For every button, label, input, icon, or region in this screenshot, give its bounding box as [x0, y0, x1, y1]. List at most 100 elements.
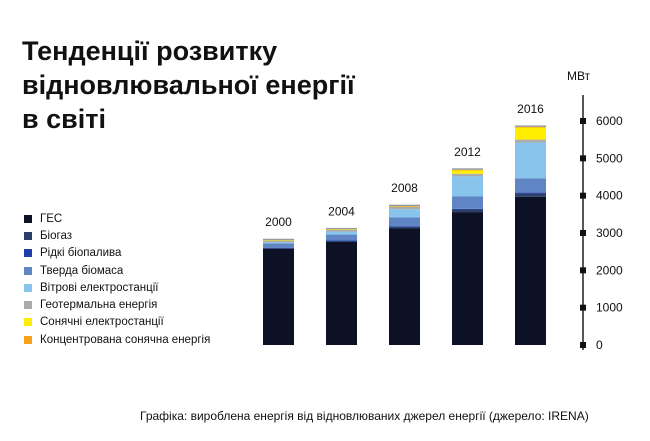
- y-axis-unit-label: МВт: [567, 69, 591, 83]
- y-tick-label: 4000: [596, 189, 623, 203]
- legend-label: Біогаз: [40, 229, 72, 242]
- legend-label: Вітрові електростанції: [40, 281, 159, 294]
- legend-swatch: [24, 214, 32, 223]
- bar-top-edge: [515, 125, 546, 127]
- legend-swatch: [24, 283, 32, 292]
- bar-segment: [452, 208, 483, 210]
- legend-label: Геотермальна енергія: [40, 299, 158, 312]
- legend-label: Концентрована сонячна енергія: [40, 333, 211, 346]
- category-label: 2016: [517, 102, 544, 116]
- bar-stack-2016: [515, 125, 546, 345]
- legend-item: Концентрована сонячна енергія: [24, 331, 210, 348]
- bar-stack-2008: [389, 204, 420, 345]
- y-axis: 0 1000 2000 3000 4000 5000 6000: [580, 95, 623, 352]
- legend-item: Сонячні електростанції: [24, 314, 210, 331]
- legend-swatch: [24, 335, 32, 344]
- y-tick-marker: [580, 118, 586, 124]
- bar-segment: [515, 178, 546, 193]
- legend-item: Тверда біомаса: [24, 262, 210, 279]
- category-label: 2008: [391, 181, 418, 195]
- bar-segment: [263, 240, 294, 243]
- bar-stack-2012: [452, 168, 483, 345]
- bar-segment: [389, 217, 420, 227]
- bar-segment: [263, 243, 294, 248]
- legend-label: ГЕС: [40, 212, 63, 225]
- bar-segment: [452, 196, 483, 209]
- bar-segment: [389, 226, 420, 227]
- bar-top-edge: [326, 227, 357, 230]
- bar-segment: [389, 226, 420, 229]
- bar-segment: [452, 173, 483, 177]
- y-tick-label: 1000: [596, 301, 623, 315]
- bar-top-edge: [263, 238, 294, 241]
- bar-segment: [326, 231, 357, 235]
- category-label: 2004: [328, 204, 355, 218]
- bar-segment: [326, 241, 357, 345]
- bar-segment: [452, 169, 483, 171]
- legend-label: Тверда біомаса: [40, 264, 124, 277]
- bar-stack-2000: [263, 238, 294, 345]
- source-caption: Графіка: вироблена енергія від відновлюв…: [140, 409, 589, 423]
- legend-item: Рідкі біопалива: [24, 245, 210, 262]
- legend-label: Сонячні електростанції: [40, 316, 164, 329]
- legend-label: Рідкі біопалива: [40, 247, 122, 260]
- y-tick-marker: [580, 230, 586, 236]
- bar-segment: [389, 228, 420, 345]
- bar-segment: [326, 240, 357, 242]
- bar-segment: [515, 192, 546, 194]
- bar-top-edge: [452, 168, 483, 170]
- y-tick-marker: [580, 342, 586, 348]
- bar-segment: [263, 248, 294, 345]
- bar-segment: [263, 242, 294, 244]
- legend-swatch: [24, 301, 32, 310]
- legend-swatch: [24, 266, 32, 275]
- legend-item: Вітрові електростанції: [24, 279, 210, 296]
- legend-swatch: [24, 231, 32, 240]
- y-tick-marker: [580, 192, 586, 199]
- bar-stack-2004: [326, 227, 357, 345]
- bar-segment: [515, 139, 546, 143]
- bar-segment: [515, 196, 546, 345]
- bar-segment: [389, 209, 420, 218]
- y-tick-marker: [580, 155, 586, 162]
- category-labels: 2000 2004 2008 2012 2016: [265, 102, 544, 229]
- bar-segment: [515, 193, 546, 197]
- bar-segment: [452, 176, 483, 197]
- title-line-1: Тенденції розвитку: [22, 36, 278, 66]
- bar-segment: [515, 126, 546, 128]
- legend-swatch: [24, 249, 32, 258]
- legend-item: Біогаз: [24, 227, 210, 244]
- legend-item: Геотермальна енергія: [24, 296, 210, 313]
- title-line-3: в світі: [22, 104, 106, 134]
- bar-segment: [326, 234, 357, 241]
- bar-segment: [452, 209, 483, 213]
- bar-segment: [263, 247, 294, 249]
- bars: [263, 125, 546, 345]
- legend-item: ГЕС: [24, 210, 210, 227]
- legend: ГЕС Біогаз Рідкі біопалива Тверда біомаса Ві…: [24, 210, 210, 348]
- bar-segment: [263, 240, 294, 241]
- category-label: 2012: [454, 145, 481, 159]
- bar-segment: [326, 229, 357, 232]
- title-line-2: відновлювальної енергії: [22, 70, 355, 100]
- y-tick-label: 6000: [596, 114, 623, 128]
- bar-segment: [326, 229, 357, 231]
- bar-segment: [452, 212, 483, 345]
- legend-swatch: [24, 318, 32, 327]
- bar-segment: [515, 127, 546, 140]
- y-tick-label: 2000: [596, 263, 623, 277]
- y-tick-label: 3000: [596, 226, 623, 240]
- bar-segment: [452, 169, 483, 174]
- bar-segment: [326, 240, 357, 242]
- bar-top-edge: [389, 204, 420, 207]
- bar-segment: [389, 206, 420, 207]
- bar-segment: [389, 206, 420, 210]
- y-tick-marker: [580, 267, 586, 274]
- category-label: 2000: [265, 215, 292, 229]
- y-tick-label: 5000: [596, 151, 623, 165]
- bar-segment: [515, 142, 546, 179]
- y-tick-marker: [580, 304, 586, 311]
- y-tick-label: 0: [596, 338, 603, 352]
- chart-title: Тенденції розвитку відновлювальної енерг…: [22, 34, 402, 136]
